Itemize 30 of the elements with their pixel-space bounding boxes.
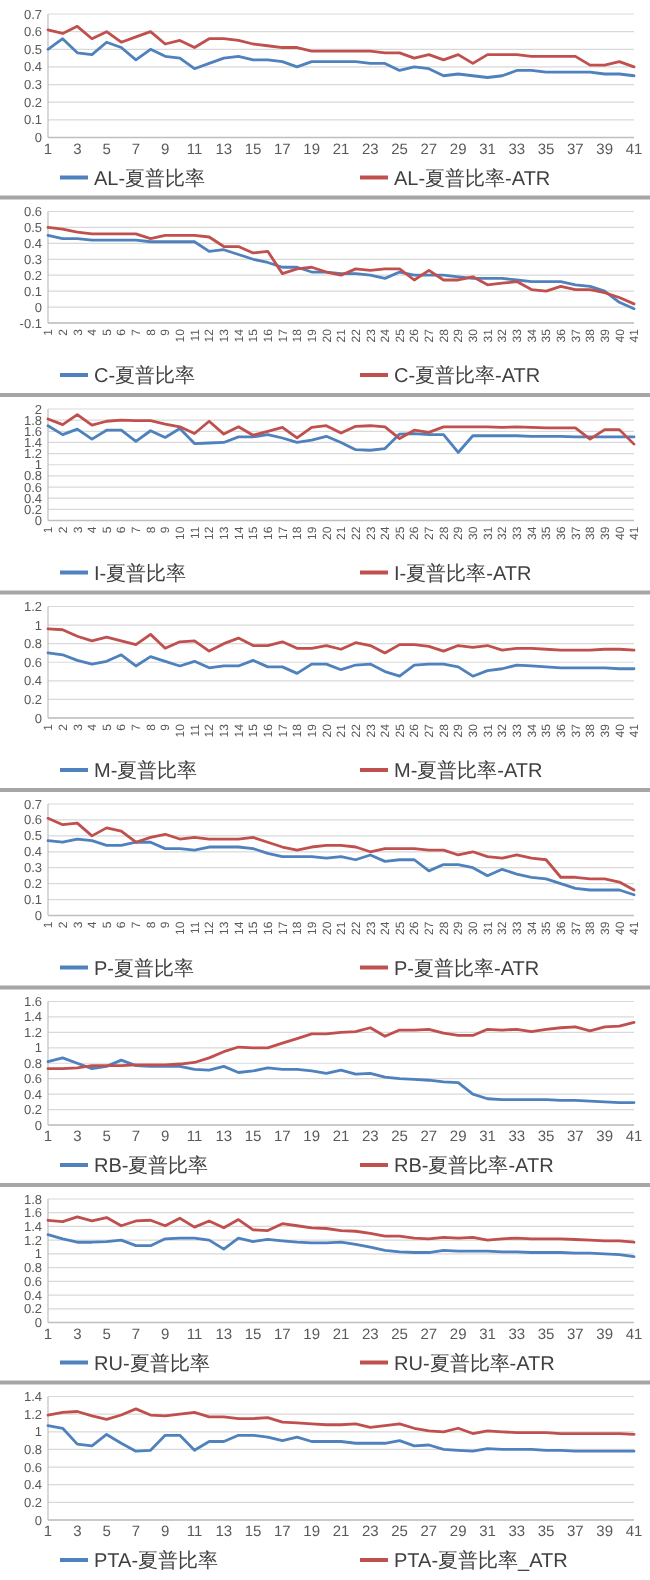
line-series (46, 24, 636, 69)
line-series (46, 1233, 636, 1259)
legend-label: M-夏普比率 (94, 759, 198, 783)
legend-label: C-夏普比率-ATR (394, 364, 541, 388)
legend-label: P-夏普比率-ATR (394, 956, 540, 981)
line-series (46, 837, 636, 897)
legend-label: AL-夏普比率 (94, 166, 206, 191)
line-series (46, 1056, 636, 1105)
line-series (46, 1407, 636, 1436)
line-series (46, 1215, 636, 1244)
legend-label: P-夏普比率 (94, 956, 194, 981)
legend-label: RB-夏普比率-ATR (394, 1154, 554, 1178)
legend-label: PTA-夏普比率 (94, 1549, 219, 1573)
legend-label: M-夏普比率-ATR (394, 759, 543, 783)
legend-label: AL-夏普比率-ATR (394, 166, 551, 191)
line-series (46, 37, 636, 79)
legend-label: RB-夏普比率 (94, 1154, 209, 1178)
line-series (46, 413, 636, 446)
legend-label: I-夏普比率-ATR (394, 561, 532, 586)
line-series (46, 424, 636, 454)
legend-label: PTA-夏普比率_ATR (394, 1549, 568, 1573)
line-series (46, 1424, 636, 1453)
line-series (46, 816, 636, 892)
line-series (46, 651, 636, 678)
legend-label: C-夏普比率 (94, 364, 196, 388)
legend-label: RU-夏普比率-ATR (394, 1351, 555, 1376)
legend-label: I-夏普比率 (94, 561, 187, 586)
line-series (46, 1020, 636, 1071)
line-series (46, 627, 636, 655)
legend-label: RU-夏普比率 (94, 1351, 210, 1376)
